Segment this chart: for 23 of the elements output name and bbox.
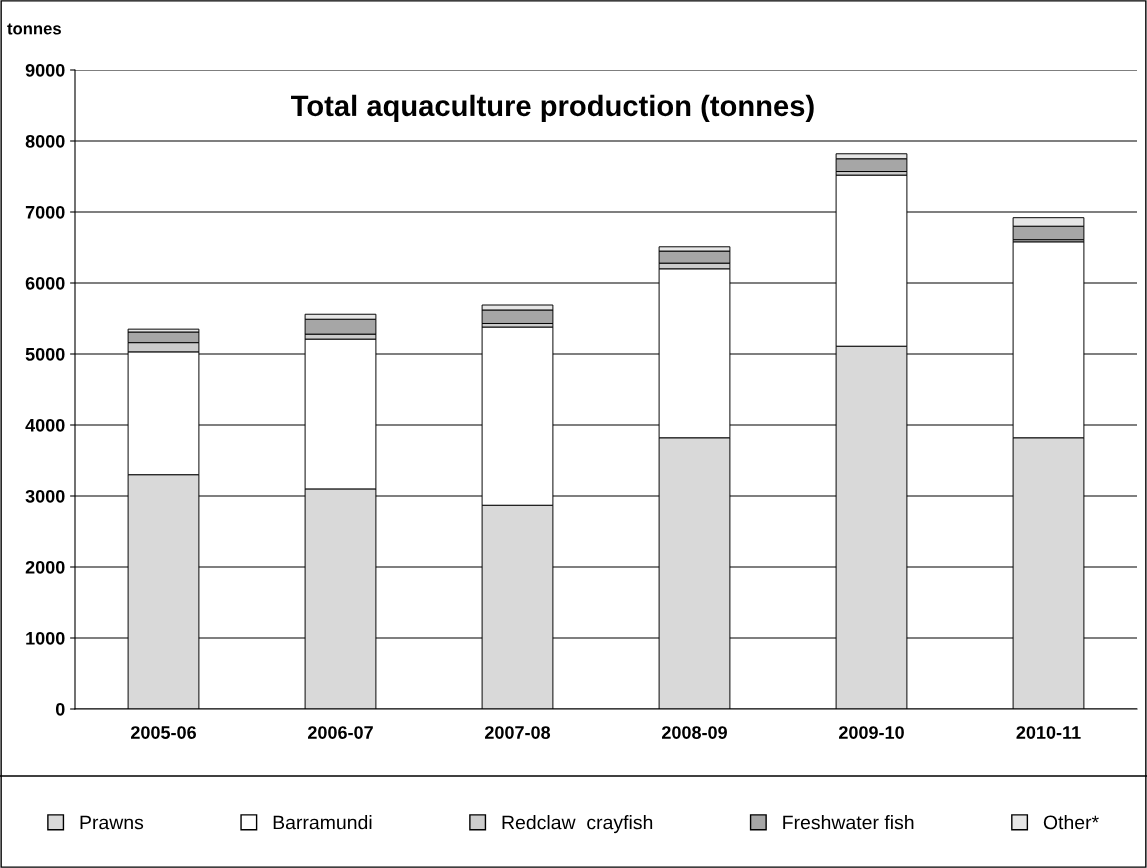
x-tick-label: 2007-08 bbox=[485, 726, 551, 739]
y-tick-label: 3000 bbox=[25, 489, 65, 503]
y-tick-label: 9000 bbox=[25, 63, 65, 77]
legend-label: Barramundi bbox=[273, 815, 372, 830]
x-tick-label: 2010-11 bbox=[1016, 726, 1081, 739]
y-tick-label: 1000 bbox=[26, 631, 65, 645]
y-tick-label: 7000 bbox=[25, 205, 65, 219]
x-tick-label: 2008-09 bbox=[662, 726, 727, 739]
y-tick-label: 0 bbox=[55, 702, 65, 716]
y-tick-label: 6000 bbox=[25, 276, 65, 290]
legend-label: Other* bbox=[1043, 815, 1099, 830]
y-axis-title: tonnes bbox=[7, 23, 61, 35]
legend-label: Prawns bbox=[80, 815, 144, 830]
y-tick-label: 8000 bbox=[25, 134, 65, 148]
y-tick-label: 5000 bbox=[25, 347, 65, 361]
legend-label: Redclaw crayfish bbox=[502, 815, 653, 834]
x-tick-label: 2006-07 bbox=[308, 726, 373, 739]
x-tick-label: 2009-10 bbox=[839, 726, 904, 739]
x-tick-label: 2005-06 bbox=[131, 726, 196, 739]
y-tick-label: 4000 bbox=[25, 418, 65, 432]
legend-label: Freshwater fish bbox=[783, 815, 914, 830]
y-tick-label: 2000 bbox=[25, 560, 65, 574]
text: Total aquaculture production (tonnes) bbox=[291, 94, 814, 122]
